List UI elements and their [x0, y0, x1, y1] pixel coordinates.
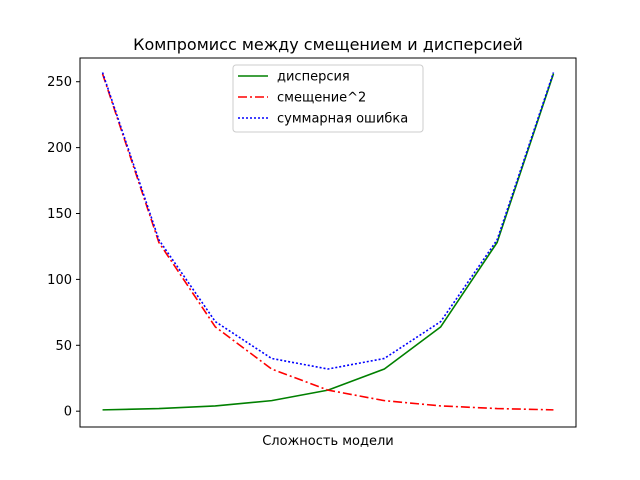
legend: дисперсия смещение^2 суммарная ошибка [232, 64, 424, 133]
legend-label-0: дисперсия [277, 70, 350, 85]
axes-frame [79, 57, 577, 428]
y-tick-label: 150 [47, 207, 72, 222]
legend-label-2: суммарная ошибка [277, 112, 408, 127]
plot-area [79, 57, 577, 428]
y-tick-label: 250 [47, 75, 72, 90]
y-tick-label: 0 [64, 405, 72, 420]
y-tick-label: 200 [47, 141, 72, 156]
y-tick-label: 50 [55, 339, 72, 354]
y-tick-label: 100 [47, 273, 72, 288]
y-axis: 0 50 100 150 200 250 [47, 75, 80, 420]
series-line-2 [101, 72, 555, 370]
legend-box [232, 64, 424, 133]
series-line-1 [101, 73, 554, 411]
x-axis-label: Сложность модели [262, 434, 394, 449]
series-layer [101, 72, 555, 411]
chart-title: Компромисс между смещением и дисперсией [133, 35, 523, 54]
legend-label-1: смещение^2 [277, 91, 366, 106]
